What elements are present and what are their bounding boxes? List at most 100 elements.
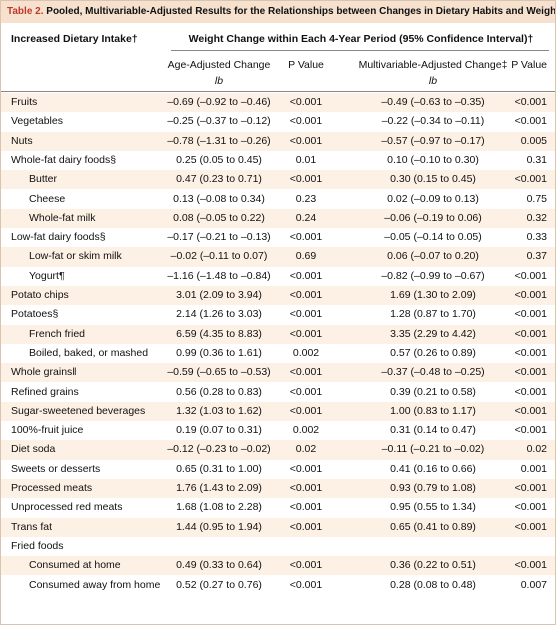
table-row: Low-fat dairy foods§ –0.17 (–0.21 to –0.1… bbox=[1, 228, 555, 247]
row-label: Potato chips bbox=[11, 289, 69, 301]
row-label: Nuts bbox=[11, 134, 33, 147]
table-row: Consumed at home 0.49 (0.33 to 0.64) <0.00… bbox=[1, 556, 555, 576]
mv-change: 0.41 (0.16 to 0.66) bbox=[390, 462, 476, 475]
p-value: <0.001 bbox=[289, 308, 323, 321]
row-label: Low-fat or skim milk bbox=[29, 250, 122, 263]
p-value: <0.001 bbox=[514, 404, 547, 417]
mv-change: 0.93 (0.79 to 1.08) bbox=[390, 482, 476, 494]
mv-change: 0.36 (0.22 to 0.51) bbox=[390, 559, 476, 572]
mv-change: 0.10 (–0.10 to 0.30) bbox=[387, 153, 479, 166]
mv-change: –0.11 (–0.21 to –0.02) bbox=[381, 443, 485, 456]
mv-change: 0.02 (–0.09 to 0.13) bbox=[387, 192, 479, 205]
age-change: –1.16 (–1.48 to –0.84) bbox=[167, 269, 271, 282]
mv-change: 1.28 (0.87 to 1.70) bbox=[390, 308, 476, 321]
table-row: Fruits –0.69 (–0.92 to –0.46) <0.001 –0.49 … bbox=[1, 93, 555, 113]
p-value: <0.001 bbox=[514, 366, 547, 379]
title: Table 2. Pooled, Multivariable-Adjusted … bbox=[7, 6, 556, 17]
p-value: <0.001 bbox=[289, 115, 323, 128]
header-span: Weight Change within Each 4-Year Period … bbox=[188, 33, 534, 45]
p-value: 0.23 bbox=[295, 192, 317, 205]
p-value: <0.001 bbox=[289, 462, 323, 475]
mv-change: 0.30 (0.15 to 0.45) bbox=[390, 173, 476, 186]
age-change: 0.52 (0.27 to 0.76) bbox=[176, 578, 262, 591]
header-rule bbox=[1, 91, 555, 92]
header-rule bbox=[171, 50, 549, 51]
p-value: <0.001 bbox=[514, 96, 547, 108]
p-value: <0.001 bbox=[514, 424, 547, 437]
mv-change: –0.05 (–0.14 to 0.05) bbox=[384, 231, 482, 244]
row-label: Trans fat bbox=[11, 520, 53, 533]
p-value: <0.001 bbox=[289, 385, 323, 398]
p-value: 0.33 bbox=[526, 231, 547, 244]
mv-change: –0.37 (–0.48 to –0.25) bbox=[381, 366, 485, 379]
age-change: –0.17 (–0.21 to –0.13) bbox=[167, 231, 271, 244]
header-p: P Value bbox=[511, 59, 547, 71]
table-row: Unprocessed red meats 1.68 (1.08 to 2.28)… bbox=[1, 498, 555, 517]
p-value: <0.001 bbox=[289, 231, 323, 244]
row-label: Low-fat dairy foods§ bbox=[11, 231, 106, 244]
row-label: Sugar-sweetened beverages bbox=[11, 404, 146, 417]
p-value: <0.001 bbox=[514, 269, 547, 282]
p-value: 0.32 bbox=[526, 211, 547, 224]
row-label: 100%-fruit juice bbox=[11, 424, 84, 437]
p-value: <0.001 bbox=[514, 308, 547, 321]
p-value: 0.24 bbox=[295, 211, 317, 224]
age-change: 1.76 (1.43 to 2.09) bbox=[176, 482, 262, 494]
p-value: 0.31 bbox=[526, 153, 547, 166]
table-row: Sugar-sweetened beverages 1.32 (1.03 to 1… bbox=[1, 401, 555, 422]
p-value: <0.001 bbox=[514, 482, 547, 494]
header-unit: lb bbox=[214, 75, 224, 87]
age-change: –0.69 (–0.92 to –0.46) bbox=[167, 96, 271, 108]
table-row: French fried 6.59 (4.35 to 8.83) <0.001 3.3… bbox=[1, 324, 555, 344]
p-value: <0.001 bbox=[289, 482, 323, 494]
header-mv: Multivariable-Adjusted Change‡ bbox=[358, 59, 508, 71]
p-value: <0.001 bbox=[289, 366, 323, 379]
mv-change: 0.28 (0.08 to 0.48) bbox=[390, 578, 476, 591]
table-row: 100%-fruit juice 0.19 (0.07 to 0.31) 0.002… bbox=[1, 421, 555, 440]
age-change: –0.12 (–0.23 to –0.02) bbox=[167, 443, 271, 456]
row-label: Fruits bbox=[11, 96, 38, 108]
table-row: Yogurt¶ –1.16 (–1.48 to –0.84) <0.001 –0.82… bbox=[1, 267, 555, 286]
mv-change: –0.22 (–0.34 to –0.11) bbox=[381, 115, 485, 128]
p-value: <0.001 bbox=[514, 289, 547, 301]
p-value: <0.001 bbox=[289, 501, 323, 514]
p-value: 0.007 bbox=[520, 578, 547, 591]
table-row: Potato chips 3.01 (2.09 to 3.94) <0.001 1.6… bbox=[1, 286, 555, 306]
row-label: Yogurt¶ bbox=[29, 269, 65, 282]
table-row: Nuts –0.78 (–1.31 to –0.26) <0.001 –0.57 (–… bbox=[1, 131, 555, 151]
p-value: <0.001 bbox=[289, 578, 323, 591]
age-change: –0.59 (–0.65 to –0.53) bbox=[167, 366, 271, 379]
table-title: Pooled, Multivariable-Adjusted Results f… bbox=[46, 6, 556, 17]
age-change: –0.78 (–1.31 to –0.26) bbox=[167, 134, 271, 147]
row-label: Boiled, baked, or mashed bbox=[29, 346, 149, 359]
row-label: Butter bbox=[29, 173, 58, 186]
age-change: –0.25 (–0.37 to –0.12) bbox=[167, 115, 271, 128]
table-row: Refined grains 0.56 (0.28 to 0.83) <0.001 0… bbox=[1, 383, 555, 402]
p-value: 0.005 bbox=[520, 134, 547, 147]
table-row: Trans fat 1.44 (0.95 to 1.94) <0.001 0.65 (… bbox=[1, 517, 555, 537]
row-label: Consumed away from home bbox=[29, 578, 161, 591]
mv-change: 3.35 (2.29 to 4.42) bbox=[390, 327, 476, 340]
p-value: <0.001 bbox=[289, 289, 323, 301]
mv-change: 1.00 (0.83 to 1.17) bbox=[390, 404, 476, 417]
p-value: <0.001 bbox=[289, 173, 323, 186]
age-change: 0.19 (0.07 to 0.31) bbox=[176, 424, 262, 437]
p-value: <0.001 bbox=[514, 346, 547, 359]
p-value: <0.001 bbox=[289, 269, 323, 282]
age-change: 0.08 (–0.05 to 0.22) bbox=[173, 211, 265, 224]
mv-change: 0.06 (–0.07 to 0.20) bbox=[387, 250, 479, 263]
table-row: Whole-fat milk 0.08 (–0.05 to 0.22) 0.24 –0… bbox=[1, 208, 555, 229]
row-label: Diet soda bbox=[11, 443, 56, 456]
row-label: Processed meats bbox=[11, 482, 93, 494]
p-value: 0.69 bbox=[295, 250, 317, 263]
p-value: <0.001 bbox=[514, 115, 547, 128]
mv-change: 0.31 (0.14 to 0.47) bbox=[390, 424, 476, 437]
p-value: 0.02 bbox=[295, 443, 317, 456]
row-label: Potatoes§ bbox=[11, 308, 59, 321]
age-change: 0.56 (0.28 to 0.83) bbox=[176, 385, 262, 398]
p-value: <0.001 bbox=[289, 327, 323, 340]
age-change: 0.65 (0.31 to 1.00) bbox=[176, 462, 262, 475]
row-label: Whole grains‖ bbox=[11, 366, 77, 379]
table-label: Table 2. bbox=[7, 6, 44, 17]
